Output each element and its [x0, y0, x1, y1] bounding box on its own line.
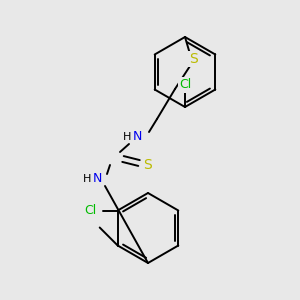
Text: Cl: Cl [179, 79, 191, 92]
Text: Cl: Cl [85, 204, 97, 217]
Text: S: S [189, 52, 197, 66]
Text: N: N [92, 172, 102, 185]
Text: S: S [142, 158, 152, 172]
Text: H: H [83, 174, 91, 184]
Text: H: H [123, 132, 131, 142]
Text: N: N [132, 130, 142, 143]
